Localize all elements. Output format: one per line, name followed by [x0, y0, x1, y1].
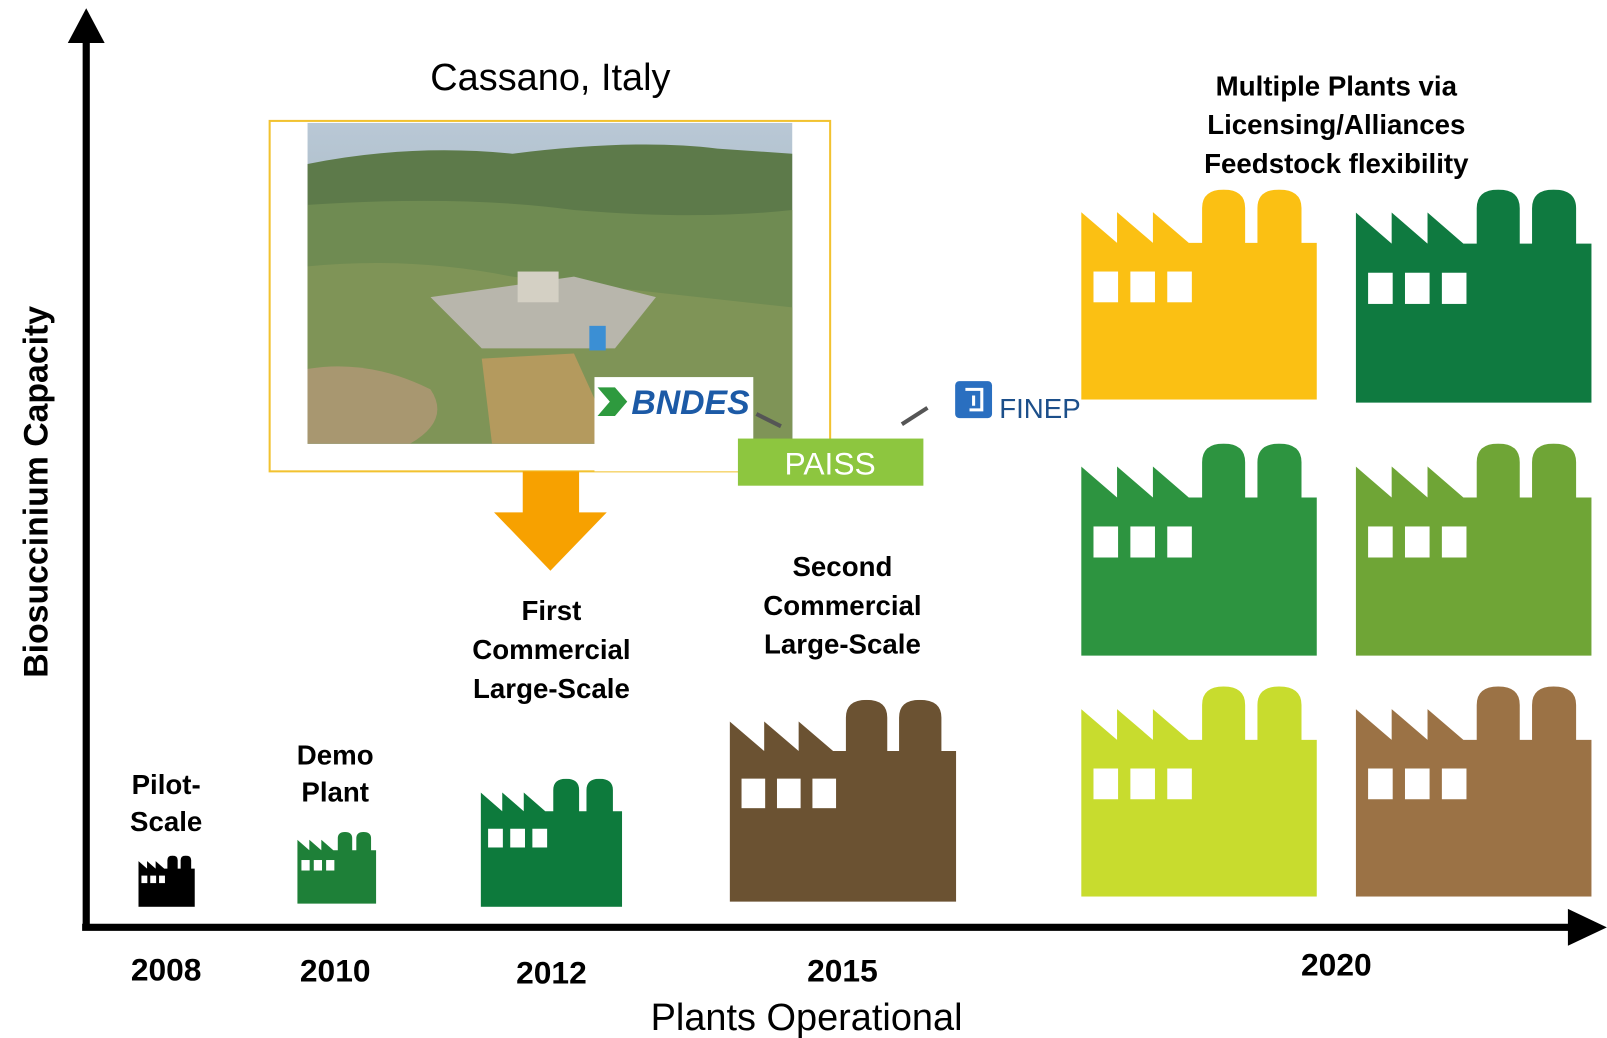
bndes-logo: BNDES	[631, 384, 750, 422]
paiss-label: PAISS	[785, 445, 876, 481]
photo-caption: Cassano, Italy	[430, 57, 670, 99]
year-label: 2010	[300, 953, 371, 989]
stage-label: Plant	[301, 776, 369, 807]
stage-label: Demo	[297, 739, 374, 770]
y-axis-label: Biosuccinium Capacity	[17, 306, 55, 678]
finep-logo: FINEP	[999, 393, 1080, 424]
stage-label: Licensing/Alliances	[1207, 109, 1465, 140]
stage-label: First	[521, 595, 581, 626]
stage-label: Large-Scale	[764, 629, 921, 660]
stage-label: Commercial	[763, 590, 921, 621]
stage-label: Second	[792, 551, 892, 582]
stage-label: Large-Scale	[473, 673, 630, 704]
stage-label: Pilot-	[132, 769, 201, 800]
stage-label: Scale	[130, 806, 202, 837]
year-label: 2015	[807, 953, 878, 989]
x-axis-label: Plants Operational	[651, 997, 963, 1038]
stage-label: Feedstock flexibility	[1204, 148, 1469, 179]
stage-label: Commercial	[472, 634, 630, 665]
year-label: 2012	[516, 955, 587, 991]
diagram: Biosuccinium Capacity Plants Operational…	[0, 0, 1607, 1038]
page: { "y_axis_label": "Biosuccinium Capacity…	[0, 0, 1607, 1038]
year-label: 2008	[131, 952, 202, 988]
arrow	[494, 471, 607, 570]
stage-label: Multiple Plants via	[1216, 70, 1458, 101]
year-label: 2020	[1301, 946, 1372, 982]
